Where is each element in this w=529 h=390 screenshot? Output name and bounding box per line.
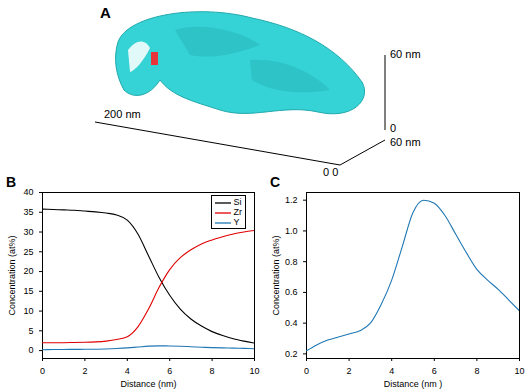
svg-text:60 nm: 60 nm	[390, 136, 421, 148]
svg-text:4: 4	[125, 366, 130, 376]
html-text:Y: Y	[233, 217, 240, 227]
svg-text:35: 35	[23, 207, 33, 217]
svg-text:25: 25	[23, 247, 33, 257]
svg-text:1.2: 1.2	[285, 195, 298, 205]
svg-text:30: 30	[23, 227, 33, 237]
svg-text:Distance (nm ): Distance (nm )	[384, 379, 443, 389]
svg-text:0: 0	[390, 122, 396, 134]
svg-text:Concentration (at%): Concentration (at%)	[7, 235, 17, 315]
svg-text:2: 2	[347, 366, 352, 376]
svg-text:6: 6	[167, 366, 172, 376]
html-text:Si: Si	[233, 197, 242, 207]
html-text:Zr: Zr	[233, 207, 242, 217]
svg-text:6: 6	[432, 366, 437, 376]
svg-text:10: 10	[514, 366, 524, 376]
svg-text:0.6: 0.6	[285, 287, 298, 297]
svg-text:1.0: 1.0	[285, 226, 298, 236]
svg-text:10: 10	[249, 366, 259, 376]
svg-text:0: 0	[28, 345, 33, 355]
html-text:C: C	[270, 174, 281, 190]
svg-text:200 nm: 200 nm	[104, 108, 141, 120]
svg-text:0 0: 0 0	[323, 166, 339, 178]
svg-text:5: 5	[28, 326, 33, 336]
svg-text:0.2: 0.2	[285, 349, 298, 359]
svg-text:0.4: 0.4	[285, 318, 298, 328]
svg-text:40: 40	[23, 187, 33, 197]
svg-text:A: A	[100, 4, 111, 21]
svg-text:10: 10	[23, 306, 33, 316]
svg-text:0: 0	[304, 366, 309, 376]
svg-text:0: 0	[40, 366, 45, 376]
svg-text:8: 8	[474, 366, 479, 376]
html-text:B: B	[6, 174, 17, 190]
svg-text:60 nm: 60 nm	[390, 48, 421, 60]
svg-text:4: 4	[389, 366, 394, 376]
svg-text:15: 15	[23, 286, 33, 296]
svg-text:8: 8	[210, 366, 215, 376]
svg-text:Distance (nm): Distance (nm)	[120, 379, 176, 389]
svg-text:Concentration (at%): Concentration (at%)	[271, 235, 281, 315]
svg-text:20: 20	[23, 266, 33, 276]
svg-text:0.8: 0.8	[285, 257, 298, 267]
svg-text:2: 2	[82, 366, 87, 376]
